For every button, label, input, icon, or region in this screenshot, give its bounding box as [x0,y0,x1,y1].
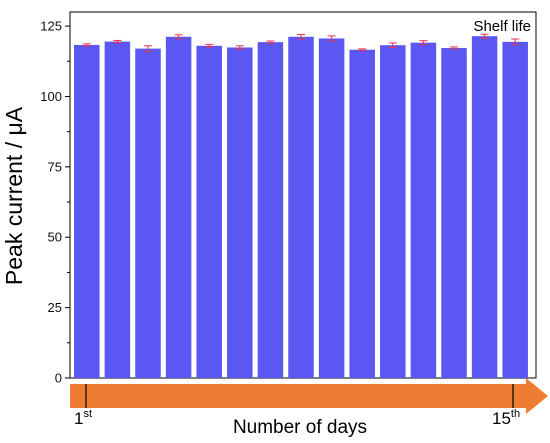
bar-day-12 [410,42,437,379]
bar-day-8 [288,36,314,378]
bar-day-13 [441,48,467,378]
error-bar-day-5 [205,43,214,48]
bar-day-6 [227,47,253,378]
bars-layer [74,36,528,379]
bar-day-9 [318,38,345,379]
error-bar-day-12 [419,40,428,46]
error-bar-day-10 [358,48,367,52]
bar-day-10 [349,49,375,378]
chart-annotation: Shelf life [473,18,531,35]
y-axis-title: Peak current / μA [1,106,27,285]
bar-day-5 [196,45,222,379]
error-bar-day-11 [388,42,397,48]
error-bar-day-4 [174,34,183,40]
bar-day-15 [502,41,528,378]
error-bar-day-13 [450,46,458,50]
y-tick-label: 75 [48,159,62,174]
error-bar-day-8 [297,34,305,40]
bar-day-7 [257,42,284,379]
error-bar-day-1 [82,43,91,47]
error-bar-day-2 [113,39,122,44]
y-tick-label: 50 [48,230,62,245]
bar-day-11 [380,45,406,379]
error-bar-day-3 [144,45,152,52]
days-arrow [70,378,548,414]
y-tick-label: 100 [40,89,62,104]
x-start-label: 1st [74,408,92,428]
bar-day-2 [104,41,131,379]
error-bar-day-15 [511,38,520,46]
y-axis: 0 25 50 75 100 125 [40,19,70,386]
y-tick-label: 25 [48,300,62,315]
error-bar-day-6 [235,45,244,50]
error-bars-layer [82,33,520,52]
error-bar-day-14 [480,33,489,39]
y-tick-label: 125 [40,19,62,34]
bar-day-4 [165,36,192,378]
x-end-label: 15th [492,408,520,428]
x-axis-title: Number of days [233,417,367,438]
error-bar-day-9 [327,35,336,42]
error-bar-day-7 [266,40,275,44]
bar-day-1 [74,44,100,378]
bar-day-3 [135,48,161,378]
bar-day-14 [471,36,498,378]
y-tick-label: 0 [55,371,62,386]
